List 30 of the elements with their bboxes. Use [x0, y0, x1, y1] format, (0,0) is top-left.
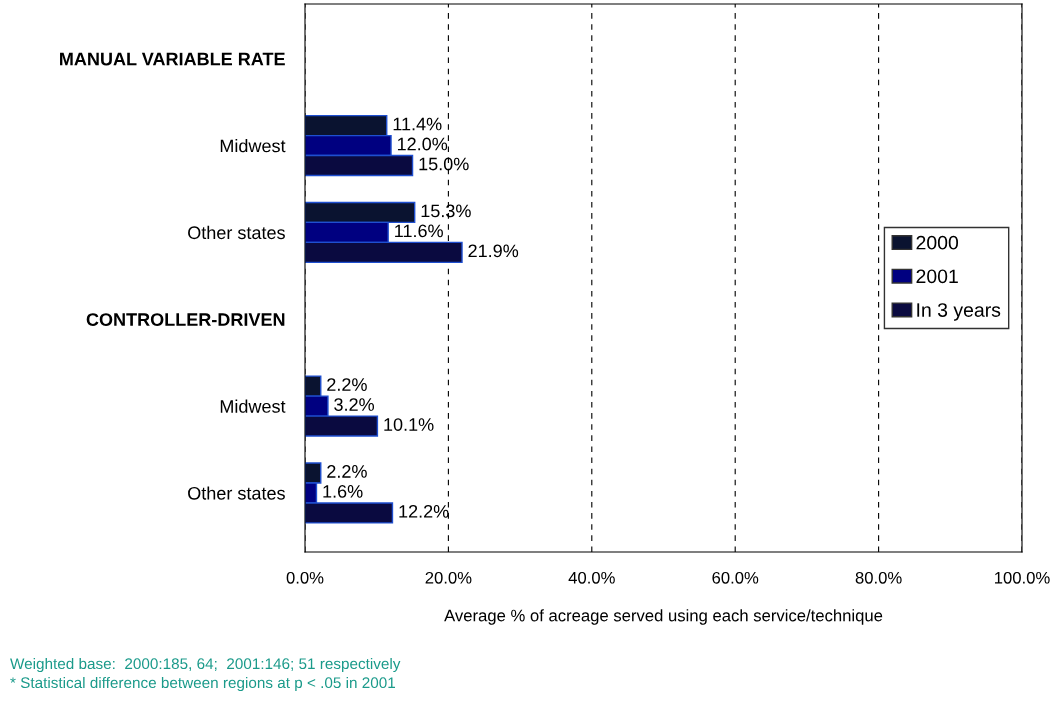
legend-label: In 3 years — [917, 303, 1001, 321]
data-label: 2.2% — [327, 465, 367, 478]
data-label: 11.4% — [393, 117, 442, 131]
data-label: 3.2% — [334, 398, 375, 411]
text: * Statistical difference between regions at p < .05 in 2001 — [10, 676, 395, 692]
x-tick-label: 100.0% — [995, 571, 1050, 584]
y-tick-label: Other states — [188, 225, 285, 240]
y-tick-label: Midwest — [220, 399, 286, 413]
text: Weighted base: 2000:185, 64; 2001:146; 51 respectively — [10, 657, 401, 673]
x-tick-label: 20.0% — [425, 571, 472, 584]
data-label: 15.0% — [419, 157, 469, 171]
x-tick-label: 40.0% — [568, 571, 615, 584]
data-label: 1.6% — [323, 485, 363, 498]
data-label: 12.0% — [397, 137, 448, 151]
x-tick-label: 60.0% — [712, 571, 759, 584]
x-tick-label: 80.0% — [855, 571, 902, 584]
data-label: 21.9% — [468, 244, 519, 258]
y-tick-label: MANUAL VARIABLE RATE — [60, 52, 285, 66]
y-tick-label: CONTROLLER-DRIVEN — [86, 313, 285, 326]
legend-label: 2001 — [916, 269, 958, 284]
x-tick-label: 0.0% — [286, 571, 324, 584]
data-label: 10.1% — [384, 418, 434, 431]
data-label: 2.2% — [327, 378, 367, 391]
legend-label: 2000 — [916, 235, 959, 250]
data-label: 15.3% — [421, 204, 471, 218]
y-tick-label: Midwest — [220, 139, 286, 153]
x-axis-title: Average % of acreage served using each service/technique — [444, 609, 883, 625]
data-label: 12.2% — [399, 504, 449, 518]
y-tick-label: Other states — [188, 486, 285, 500]
data-label: 11.6% — [395, 224, 443, 238]
